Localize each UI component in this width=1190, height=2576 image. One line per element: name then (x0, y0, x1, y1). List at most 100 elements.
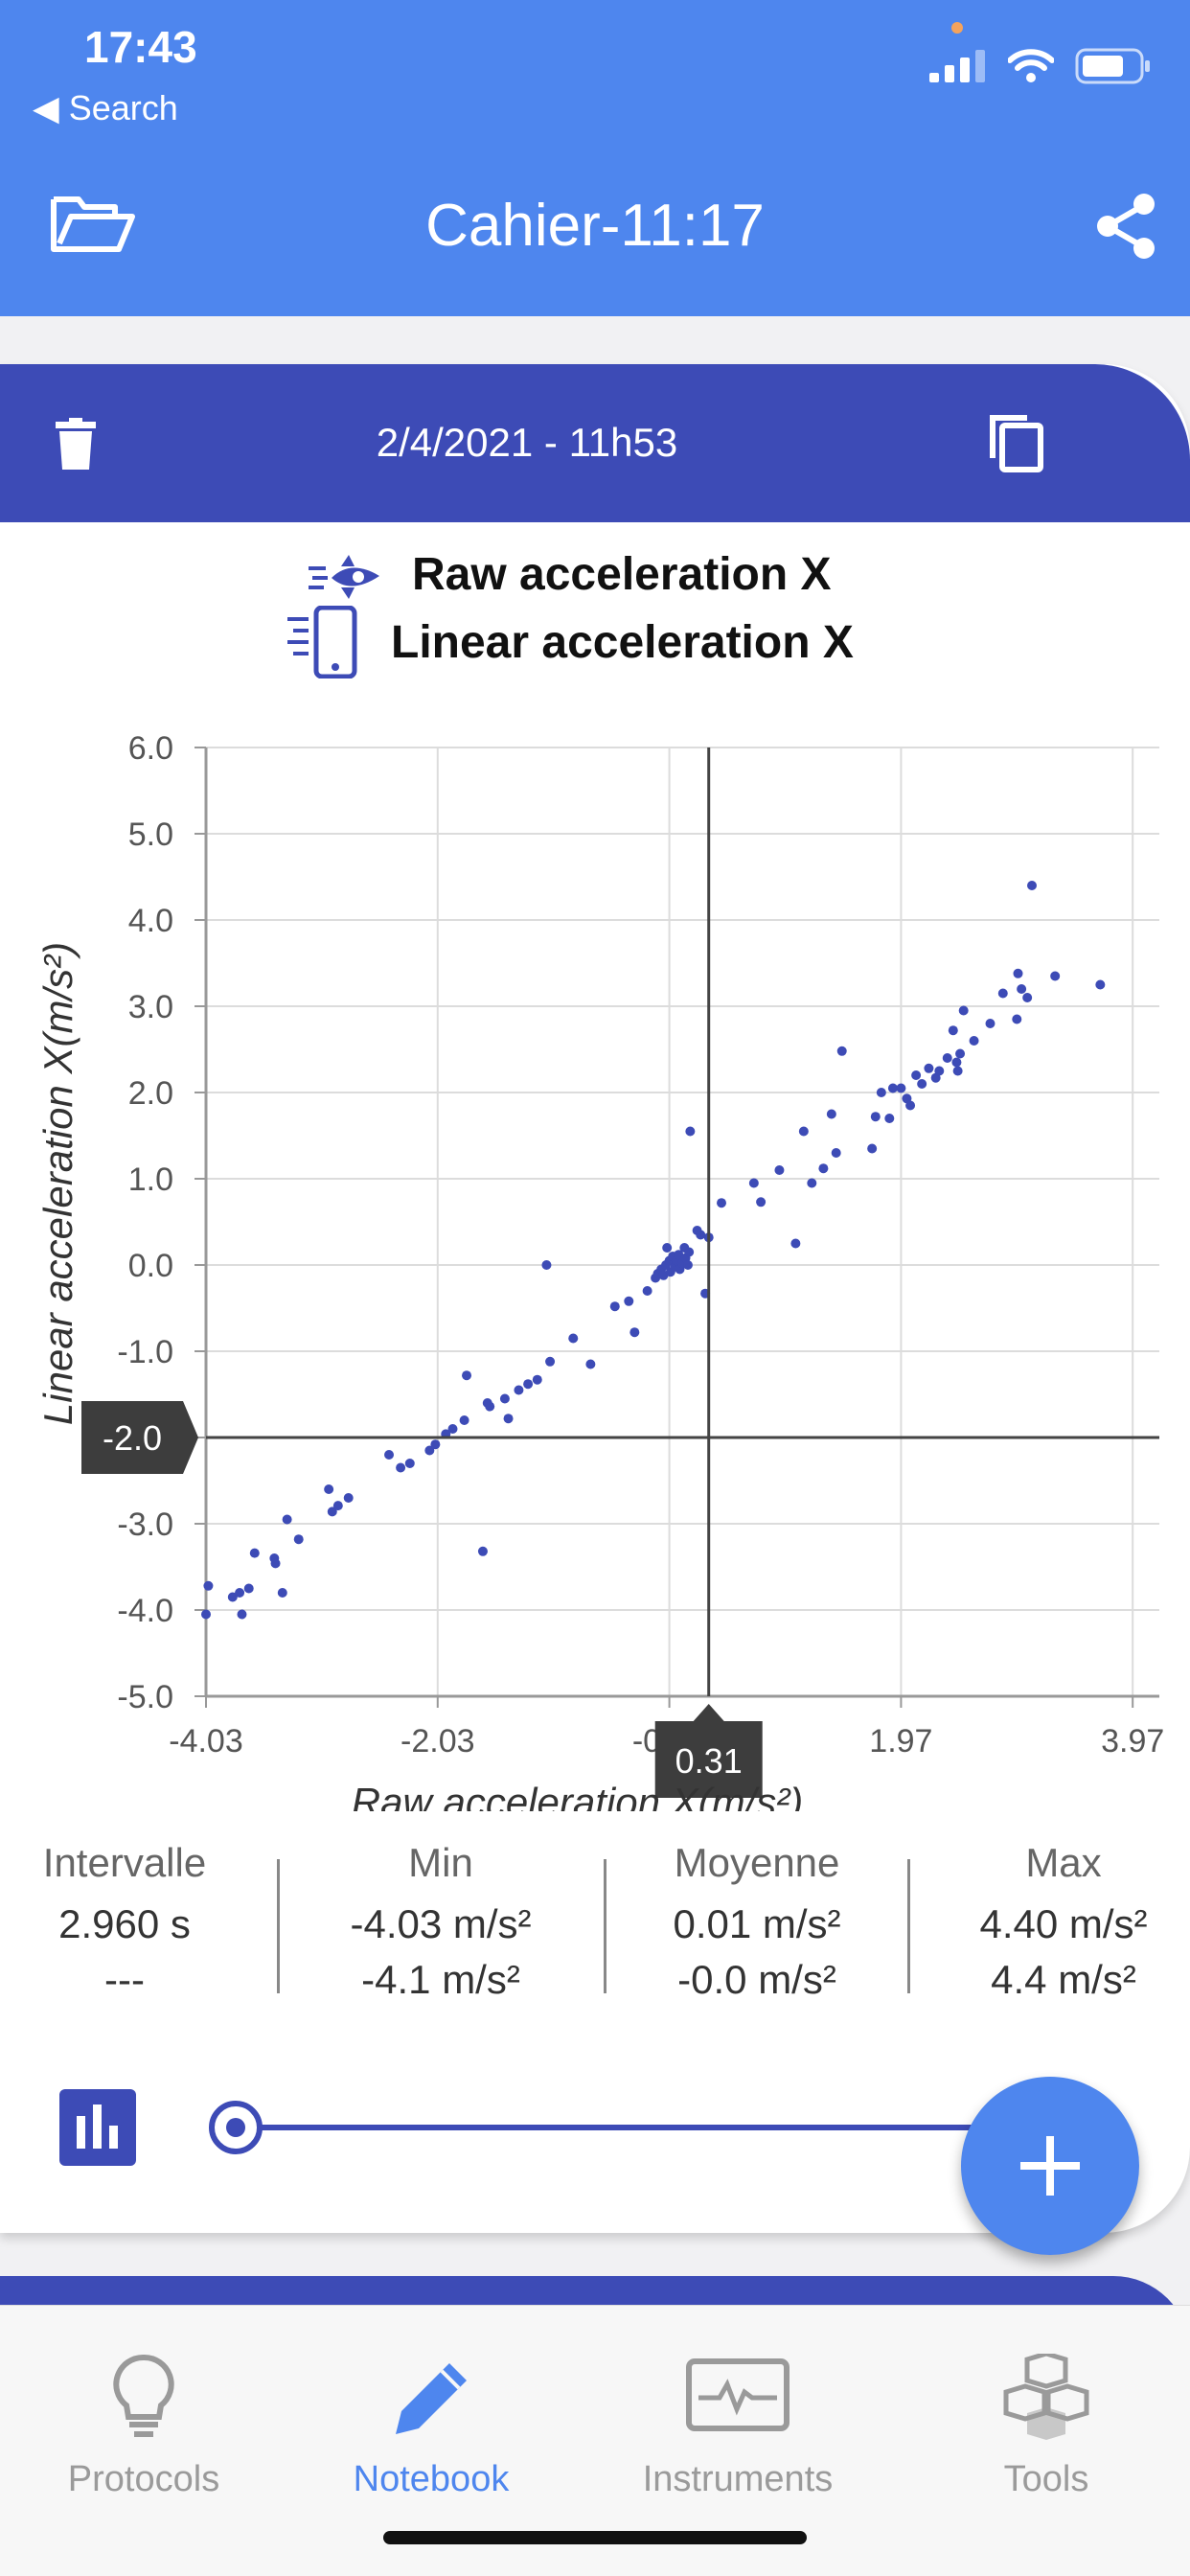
data-point (684, 1247, 695, 1257)
add-measurement-button[interactable] (961, 2077, 1139, 2255)
divider (907, 1859, 910, 1993)
measurement-card: 2/4/2021 - 11h53 Raw acceleration X (0, 364, 1190, 2233)
page-title: Cahier-11:17 (425, 193, 765, 259)
legend-x-series: Raw acceleration X (307, 548, 832, 601)
data-point (243, 1583, 254, 1594)
scatter-chart[interactable]: 6.0 5.0 4.0 3.0 2.0 1.0 0.0 -1.0 -2.0 -3.0 -4.0 -5.… (0, 690, 1190, 1811)
privacy-indicator-dot (951, 22, 963, 34)
data-point (831, 1148, 841, 1158)
data-point (756, 1197, 767, 1208)
stat-moyenne: Moyenne 0.01 m/s² -0.0 m/s² (623, 1840, 891, 2003)
stat-min-value-2: -4.1 m/s² (361, 1957, 520, 2002)
y-tick-label: 0.0 (128, 1248, 173, 1284)
data-point (1022, 993, 1033, 1002)
data-point (499, 1393, 510, 1404)
data-point (235, 1588, 245, 1598)
data-point (790, 1238, 801, 1249)
data-point (459, 1415, 469, 1425)
stat-max: Max 4.40 m/s² 4.4 m/s² (939, 1840, 1188, 2003)
card-header-bar: 2/4/2021 - 11h53 (0, 364, 1190, 522)
x-tick-label: -4.03 (169, 1723, 243, 1760)
app-header: 17:43 ◀ Search (0, 0, 1190, 316)
folder-open-icon (51, 196, 135, 252)
back-to-search-link[interactable]: ◀ Search (33, 88, 178, 127)
rocket-icon (309, 554, 379, 599)
time-slider-track[interactable] (259, 2125, 1025, 2130)
data-point (201, 1609, 211, 1620)
share-button[interactable] (1094, 192, 1157, 264)
data-point (911, 1070, 922, 1080)
y-tick-label: 2.0 (128, 1075, 173, 1112)
data-point (609, 1301, 620, 1312)
data-point (836, 1046, 847, 1056)
copy-icon (990, 415, 1043, 472)
stat-max-value-2: 4.4 m/s² (991, 1957, 1136, 2002)
stat-min: Min -4.03 m/s² -4.1 m/s² (307, 1840, 575, 2003)
data-point (884, 1114, 895, 1123)
crosshair-y-value: -2.0 (103, 1418, 162, 1458)
battery-icon (1075, 48, 1150, 84)
data-point (545, 1356, 556, 1367)
time-slider-thumb[interactable] (209, 2101, 263, 2154)
legend-y-label: Linear acceleration X (391, 616, 854, 668)
data-point (867, 1143, 878, 1154)
open-folder-button[interactable] (50, 192, 136, 259)
data-point (624, 1296, 634, 1306)
y-tick-label: 5.0 (128, 816, 173, 853)
data-point (629, 1327, 640, 1338)
stat-intervalle-value: 2.960 s (58, 1901, 191, 1946)
bottom-tab-bar: Protocols Notebook Instruments Tools (0, 2305, 1190, 2576)
y-tick-label: 3.0 (128, 989, 173, 1025)
data-point (462, 1370, 472, 1381)
data-point (887, 1083, 898, 1093)
data-point (1095, 979, 1106, 990)
tab-notebook[interactable]: Notebook (287, 2354, 575, 2500)
x-tick-label: 3.97 (1101, 1723, 1164, 1760)
stat-moyenne-value: 0.01 m/s² (673, 1901, 841, 1946)
data-point (343, 1493, 354, 1503)
stat-max-value: 4.40 m/s² (979, 1901, 1148, 1946)
data-point (523, 1379, 534, 1390)
data-point (642, 1286, 652, 1296)
duplicate-button[interactable] (987, 412, 1044, 477)
y-tick-label: -1.0 (117, 1334, 173, 1370)
chart-type-button[interactable] (59, 2089, 136, 2166)
stat-min-value: -4.03 m/s² (350, 1901, 532, 1946)
bar-chart-icon (77, 2104, 118, 2149)
measurement-date: 2/4/2021 - 11h53 (376, 420, 678, 465)
data-point (1027, 881, 1038, 890)
delete-button[interactable] (56, 418, 96, 473)
data-point (934, 1066, 945, 1076)
data-point (896, 1083, 906, 1093)
data-point (424, 1445, 435, 1456)
data-point (807, 1178, 817, 1188)
data-point (324, 1484, 334, 1494)
data-point (948, 1025, 958, 1036)
lightbulb-icon (113, 2354, 174, 2437)
chart-points (201, 881, 1106, 1620)
data-point (270, 1558, 281, 1569)
data-point (327, 1506, 337, 1517)
y-tick-label: -3.0 (117, 1506, 173, 1543)
tab-tools[interactable]: Tools (903, 2351, 1190, 2500)
data-point (905, 1100, 916, 1111)
stat-max-label: Max (1025, 1840, 1102, 1885)
signal-icon (929, 50, 985, 82)
x-tick-label: -2.03 (400, 1723, 475, 1760)
crosshair-y-tooltip (81, 1401, 198, 1474)
data-point (717, 1198, 727, 1208)
stat-intervalle-label: Intervalle (42, 1840, 207, 1885)
data-point (396, 1462, 406, 1473)
data-point (870, 1112, 881, 1122)
status-icons (929, 48, 1152, 84)
x-axis-title: Raw acceleration X(m/s²) (352, 1780, 803, 1811)
data-point (404, 1459, 415, 1468)
home-indicator (383, 2531, 807, 2544)
tab-instruments[interactable]: Instruments (594, 2354, 881, 2500)
data-point (942, 1053, 952, 1063)
data-point (477, 1546, 488, 1556)
legend-y-series: Linear acceleration X (286, 606, 854, 678)
tab-protocols[interactable]: Protocols (0, 2354, 287, 2500)
data-point (1013, 968, 1023, 978)
y-tick-label: 1.0 (128, 1162, 173, 1198)
